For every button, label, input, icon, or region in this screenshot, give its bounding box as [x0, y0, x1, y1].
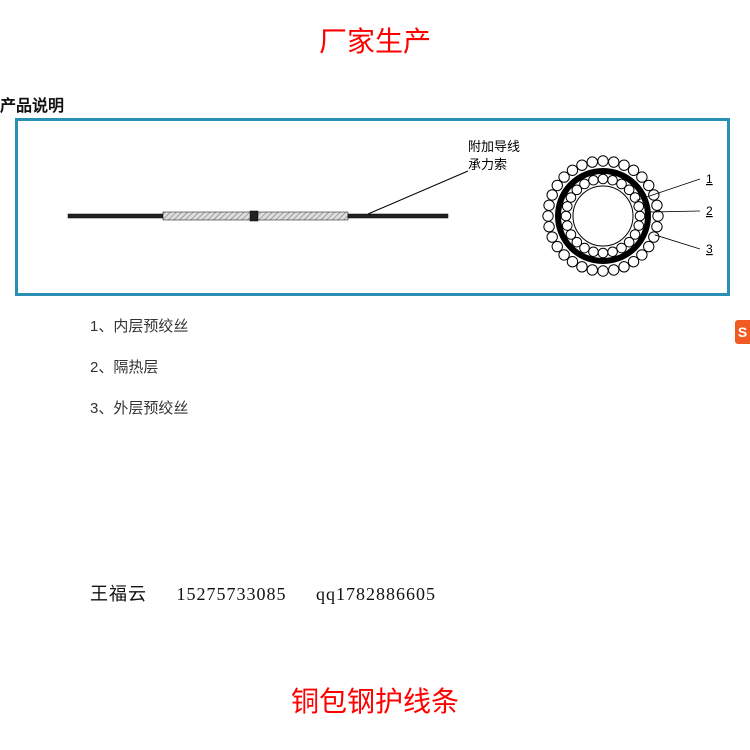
legend-label: 外层预绞丝 [113, 400, 188, 417]
contact-qq: qq1782886605 [316, 584, 436, 604]
svg-text:承力索: 承力索 [468, 157, 507, 172]
rod-side-view [68, 211, 448, 221]
legend-num: 3、 [90, 400, 113, 417]
legend-item-3: 3、外层预绞丝 [90, 398, 188, 419]
svg-text:1: 1 [706, 172, 713, 186]
legend-item-1: 1、内层预绞丝 [90, 316, 188, 337]
page-title-bottom: 铜包钢护线条 [0, 680, 750, 720]
legend-num: 1、 [90, 318, 113, 335]
svg-text:2: 2 [706, 204, 713, 218]
product-diagram-svg: 附加导线承力索 1 2 3 [18, 121, 727, 293]
diagram-container: 附加导线承力索 1 2 3 [15, 118, 730, 296]
pointer-label: 附加导线承力索 [368, 139, 520, 214]
svg-text:3: 3 [706, 242, 713, 256]
contact-name: 王福云 [90, 584, 147, 604]
contact-info: 王福云 15275733085 qq1782886605 [90, 580, 460, 606]
section-heading: 产品说明 [0, 92, 64, 116]
legend-label: 内层预绞丝 [113, 318, 188, 335]
legend-num: 2、 [90, 359, 113, 376]
side-badge-icon: S [735, 320, 750, 344]
page-title-top: 厂家生产 [0, 20, 750, 60]
cross-section-view: 1 2 3 [543, 156, 713, 276]
legend-list: 1、内层预绞丝 2、隔热层 3、外层预绞丝 [90, 316, 188, 439]
svg-text:附加导线: 附加导线 [468, 139, 520, 154]
contact-phone: 15275733085 [177, 584, 287, 604]
legend-item-2: 2、隔热层 [90, 357, 188, 378]
legend-label: 隔热层 [113, 359, 158, 376]
